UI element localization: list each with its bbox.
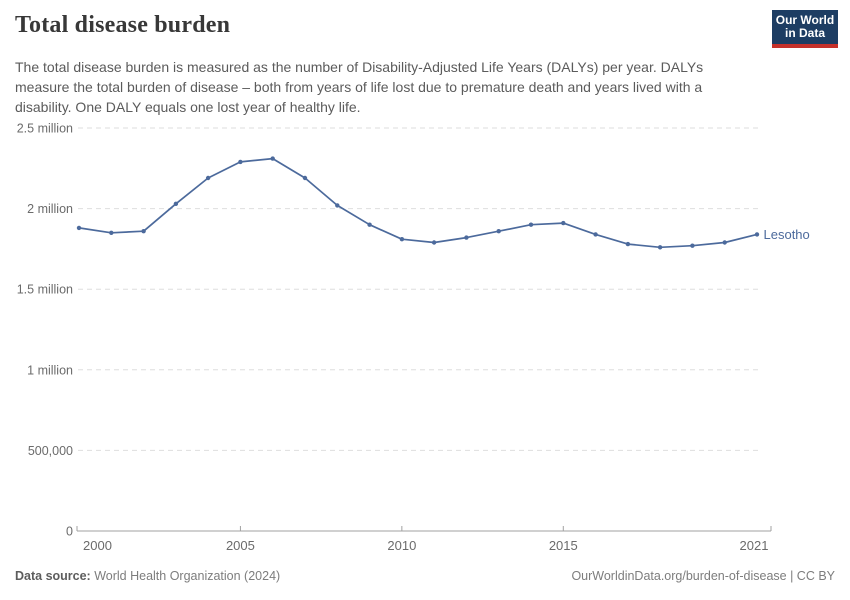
data-source-note: Data source: World Health Organization (… <box>15 569 280 583</box>
data-point-2007 <box>302 175 308 181</box>
data-point-2014 <box>528 222 534 227</box>
x-axis-tick-label: 2021 <box>740 538 769 553</box>
data-point-2011 <box>431 240 437 245</box>
data-point-2012 <box>464 235 469 240</box>
x-axis-tick-label: 2005 <box>226 538 255 553</box>
data-point-2017 <box>625 241 631 247</box>
license-link[interactable]: CC BY <box>796 569 835 583</box>
y-axis-tick-label: 1.5 million <box>17 283 73 297</box>
data-point-2021 <box>754 232 760 237</box>
data-point-2001 <box>109 230 114 235</box>
data-point-2005 <box>238 159 243 165</box>
data-point-2020 <box>722 240 727 245</box>
data-source-label: Data source: <box>15 569 91 583</box>
series-label-lesotho: Lesotho <box>764 227 810 242</box>
x-axis-tick-label: 2000 <box>83 538 112 553</box>
y-axis-tick-label: 1 million <box>27 363 73 377</box>
data-point-2015 <box>561 220 566 226</box>
y-axis-tick-label: 0 <box>66 525 73 539</box>
chart-subtitle: The total disease burden is measured as … <box>15 59 704 115</box>
data-point-2016 <box>593 232 598 237</box>
data-point-2013 <box>496 229 501 234</box>
y-axis-tick-label: 2.5 million <box>17 122 73 136</box>
data-point-2004 <box>205 175 211 181</box>
data-point-2010 <box>399 237 405 242</box>
owid-logo-accent-bar <box>772 44 838 48</box>
page-title: Total disease burden <box>15 12 231 38</box>
x-axis-tick-label: 2015 <box>549 538 578 553</box>
owid-url-link[interactable]: OurWorldinData.org/burden-of-disease <box>571 569 787 583</box>
attribution: OurWorldinData.org/burden-of-disease | C… <box>571 569 835 583</box>
data-point-2018 <box>657 245 663 250</box>
x-axis-tick-label: 2010 <box>387 538 416 553</box>
attribution-separator: | <box>786 569 797 583</box>
data-point-2000 <box>76 225 82 231</box>
data-point-2006 <box>270 156 275 161</box>
data-source-value: World Health Organization (2024) <box>90 569 281 583</box>
data-point-2002 <box>141 229 146 234</box>
y-axis-tick-label: 2 million <box>27 202 73 216</box>
data-point-2009 <box>367 222 372 227</box>
data-point-2008 <box>335 203 340 208</box>
series-line-lesotho[interactable] <box>78 157 758 249</box>
owid-logo[interactable]: Our World in Data <box>772 10 838 48</box>
owid-logo-text: Our World in Data <box>772 10 838 44</box>
y-axis-tick-label: 500,000 <box>28 444 73 458</box>
chart-footer: Data source: World Health Organization (… <box>15 569 835 583</box>
data-point-2019 <box>690 243 695 248</box>
data-point-2003 <box>173 201 179 206</box>
